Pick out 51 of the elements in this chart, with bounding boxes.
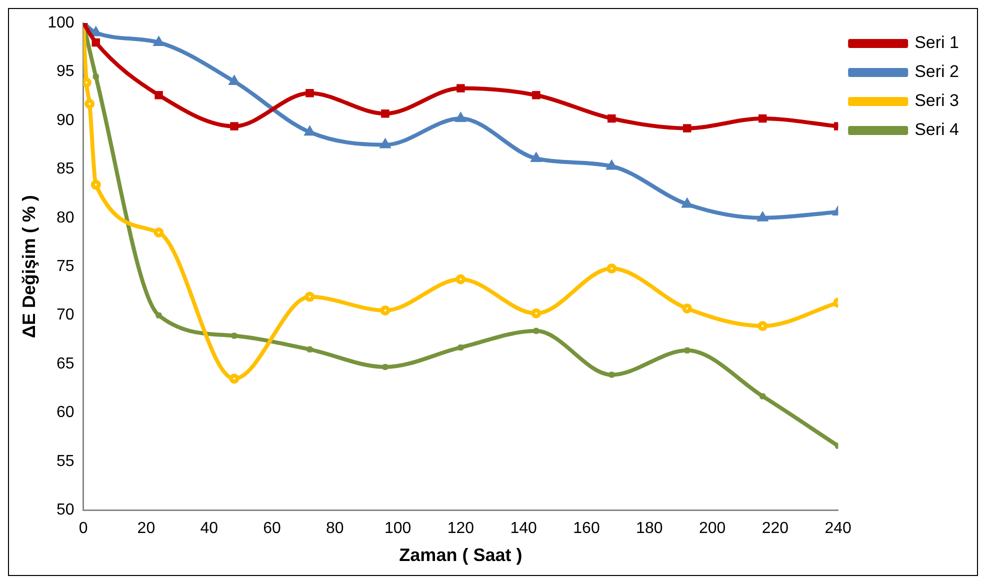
x-tick-label: 220: [762, 520, 789, 538]
y-tick-label: 80: [56, 209, 74, 226]
point: [380, 305, 390, 316]
legend-label: Seri 3: [914, 91, 960, 110]
y-tick-label: 75: [56, 258, 74, 276]
point: [531, 308, 542, 318]
x-tick-label: 120: [447, 520, 474, 538]
x-tick-label: 180: [636, 520, 663, 538]
x-tick-label: 200: [698, 520, 726, 538]
legend-label: Seri 4: [914, 120, 960, 140]
point: [758, 114, 767, 123]
y-tick-label: 90: [56, 112, 74, 129]
point: [758, 321, 768, 332]
point: [92, 38, 100, 47]
y-tick-label: 55: [56, 452, 74, 470]
x-tick-label: 40: [200, 520, 218, 538]
point: [306, 89, 314, 98]
point: [532, 90, 540, 100]
point: [456, 84, 465, 92]
y-tick-label: 85: [56, 160, 74, 178]
point: [456, 274, 466, 284]
y-tick-label: 100: [48, 14, 74, 32]
x-axis-title: Zaman ( Saat ): [399, 545, 522, 566]
x-tick-label: 160: [573, 520, 600, 538]
point: [683, 124, 692, 132]
legend-label: Seri 2: [914, 62, 960, 82]
y-tick-label: 60: [56, 404, 74, 422]
y-tick-label: 95: [56, 63, 74, 80]
x-tick-label: 140: [510, 520, 538, 538]
y-axis-title: ΔE Değişim ( % ): [18, 195, 39, 338]
y-tick-label: 65: [56, 355, 74, 372]
y-tick-label: 50: [56, 502, 74, 519]
point: [230, 122, 238, 130]
legend-label: Seri 1: [914, 33, 960, 52]
x-tick-label: 60: [263, 520, 281, 538]
x-tick-label: 0: [78, 520, 88, 538]
x-tick-label: 240: [824, 520, 852, 538]
point: [608, 114, 616, 123]
x-tick-label: 100: [384, 520, 412, 538]
point: [154, 90, 163, 100]
point: [229, 374, 240, 384]
point: [682, 304, 692, 314]
x-tick-label: 20: [137, 520, 156, 538]
point: [381, 110, 390, 118]
point: [90, 180, 101, 190]
point: [304, 292, 315, 302]
x-tick-label: 80: [326, 520, 344, 538]
point: [154, 227, 164, 238]
point: [84, 98, 95, 109]
y-tick-label: 70: [56, 306, 74, 324]
point: [606, 264, 617, 274]
